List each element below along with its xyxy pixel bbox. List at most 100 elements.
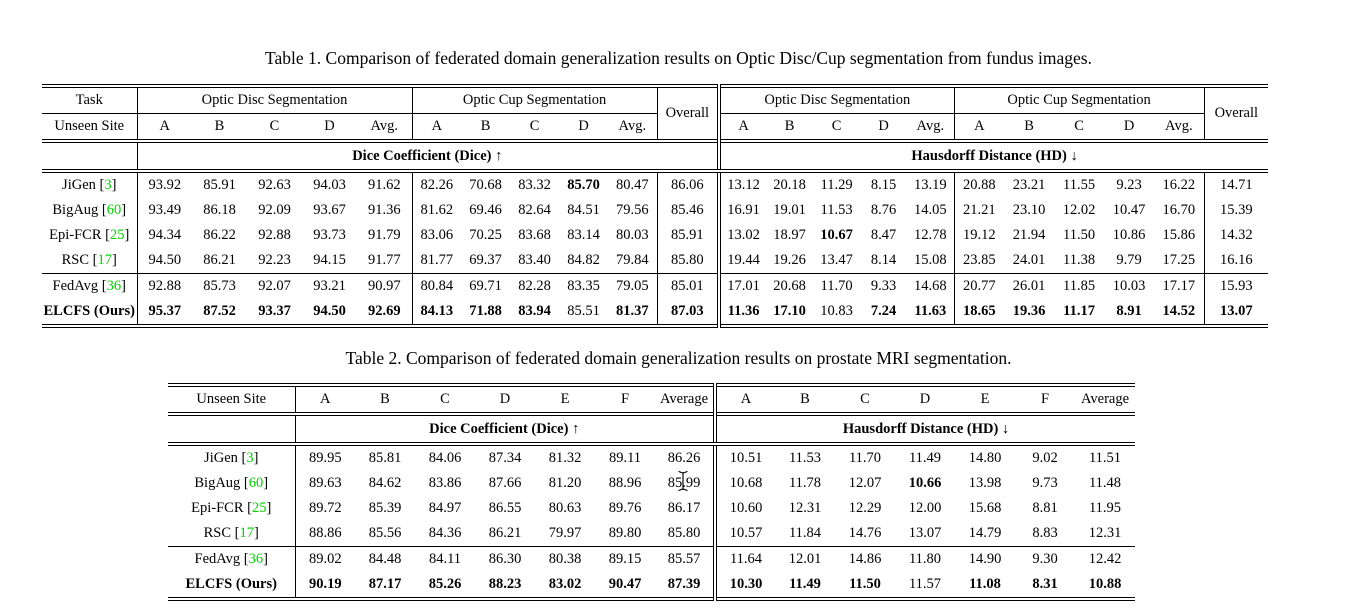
- table2-prostate-results: Unseen Site A B C D E F Average A B C D …: [168, 383, 1135, 601]
- data-cell: 13.98: [968, 475, 1002, 491]
- data-cell: 85.73: [192, 273, 247, 299]
- data-cell: 86.55: [488, 500, 522, 516]
- citation-number[interactable]: 3: [246, 450, 254, 466]
- data-cell: 14.32: [1203, 223, 1269, 248]
- data-cell: 92.23: [258, 252, 291, 268]
- data-cell: 12.78: [914, 227, 947, 243]
- citation-number[interactable]: 17: [239, 525, 255, 541]
- citation-number[interactable]: 60: [106, 202, 122, 218]
- data-cell: 16.16: [1203, 248, 1269, 274]
- col-header-unseen-site: Unseen Site: [42, 113, 138, 141]
- col-header-site: C: [1074, 118, 1084, 134]
- col-header-site: D: [1123, 118, 1135, 134]
- band-hd-label: Hausdorff Distance (HD) ↓: [713, 412, 1135, 446]
- data-cell: 87.52: [203, 303, 236, 319]
- col-header-site: D: [878, 118, 889, 134]
- data-cell: 85.39: [368, 500, 402, 516]
- data-cell: 80.63: [548, 500, 582, 516]
- data-cell: 17.17: [1154, 273, 1205, 299]
- col-header-site: D: [324, 118, 335, 134]
- data-cell: 86.26: [667, 450, 701, 466]
- data-cell: 87.39: [667, 576, 701, 592]
- data-cell: 91.77: [367, 252, 401, 268]
- data-cell: 83.14: [567, 227, 600, 243]
- data-cell: 19.12: [953, 223, 1005, 248]
- col-header-site: Avg.: [618, 118, 647, 134]
- data-cell: 10.47: [1112, 202, 1146, 218]
- col-header-site: B: [380, 391, 390, 407]
- data-cell: 87.34: [488, 450, 522, 466]
- data-cell: 8.31: [1032, 576, 1058, 592]
- band-spacer: [168, 412, 296, 446]
- data-cell: 9.33: [860, 273, 908, 299]
- col-header-cup-dice: Optic Cup Segmentation: [412, 86, 658, 114]
- data-cell: 85.46: [656, 198, 720, 223]
- data-cell: 86.30: [475, 546, 535, 572]
- data-cell: 85.01: [656, 273, 720, 299]
- citation-number[interactable]: 17: [97, 252, 113, 268]
- data-cell: 15.93: [1203, 273, 1269, 299]
- data-cell: 10.60: [713, 496, 775, 521]
- data-cell: 84.82: [567, 252, 600, 268]
- table-row: JiGen [3] 93.92 85.91 92.63 94.03 91.62 82.26 7…: [42, 171, 1269, 198]
- data-cell: 13.07: [908, 525, 942, 541]
- col-header-site: A: [953, 113, 1005, 141]
- data-cell: 20.18: [773, 177, 806, 193]
- table-row: Epi-FCR [25] 89.72 85.39 84.97 86.55 80.63 89.…: [168, 496, 1135, 521]
- col-header-disc-dice: Optic Disc Segmentation: [137, 86, 413, 114]
- data-cell: 80.84: [411, 273, 462, 299]
- data-cell: 91.36: [367, 202, 401, 218]
- data-cell: 95.37: [148, 303, 182, 319]
- data-cell: 11.57: [908, 576, 942, 592]
- citation-number[interactable]: 36: [248, 551, 264, 567]
- data-cell: 83.06: [411, 223, 462, 248]
- data-cell: 11.29: [820, 177, 853, 193]
- col-header-site: Avg.: [916, 118, 945, 134]
- data-cell: 84.13: [411, 299, 462, 326]
- data-cell: 9.79: [1116, 252, 1142, 268]
- citation-number[interactable]: 25: [251, 500, 267, 516]
- data-cell: 85.91: [656, 223, 720, 248]
- method-label: FedAvg [36]: [42, 273, 138, 299]
- table1-fundus-results: Task Optic Disc Segmentation Optic Cup S…: [42, 84, 1269, 328]
- data-cell: 86.17: [667, 500, 701, 516]
- data-cell: 85.80: [656, 248, 720, 274]
- citation-number[interactable]: 25: [109, 227, 125, 243]
- data-cell: 83.02: [548, 576, 582, 592]
- data-cell: 12.07: [848, 475, 882, 491]
- col-header-cup-hd: Optic Cup Segmentation: [953, 86, 1205, 114]
- col-header-site: E: [560, 391, 570, 407]
- data-cell: 11.36: [717, 299, 767, 326]
- data-cell: 19.36: [1012, 303, 1046, 319]
- data-cell: 9.23: [1116, 177, 1142, 193]
- data-cell: 88.96: [608, 475, 642, 491]
- data-cell: 86.22: [203, 227, 236, 243]
- table-row: Unseen Site A B C D Avg. A B C D Avg. A …: [42, 113, 1268, 141]
- citation-number[interactable]: 36: [106, 278, 122, 294]
- data-cell: 90.19: [308, 576, 342, 592]
- data-cell: 24.01: [1012, 252, 1046, 268]
- col-header-site: C: [440, 391, 450, 407]
- table1-caption: Table 1. Comparison of federated domain …: [265, 48, 1092, 68]
- data-cell: 11.50: [1063, 227, 1096, 243]
- citation-number[interactable]: 60: [248, 475, 264, 491]
- data-cell: 16.22: [1162, 177, 1196, 193]
- data-cell: 82.26: [411, 171, 462, 198]
- data-cell: 13.47: [820, 252, 853, 268]
- data-cell: 8.47: [870, 227, 897, 243]
- table-row: Epi-FCR [25] 94.34 86.22 92.88 93.73 91.79 83.…: [42, 223, 1269, 248]
- data-cell: 84.97: [428, 500, 462, 516]
- citation-number[interactable]: 3: [104, 177, 112, 193]
- data-cell: 86.21: [488, 525, 522, 541]
- method-label: Epi-FCR [25]: [42, 223, 138, 248]
- data-cell: 14.86: [835, 546, 895, 572]
- col-header-site: C: [831, 118, 842, 134]
- method-label: BigAug [60]: [168, 471, 296, 496]
- data-cell: 86.21: [203, 252, 236, 268]
- data-cell: 21.21: [953, 198, 1005, 223]
- data-cell: 13.12: [717, 171, 767, 198]
- data-cell: 81.20: [548, 475, 582, 491]
- data-cell: 81.77: [411, 248, 462, 274]
- method-label: RSC [17]: [168, 521, 296, 547]
- table2-caption: Table 2. Comparison of federated domain …: [345, 348, 1012, 368]
